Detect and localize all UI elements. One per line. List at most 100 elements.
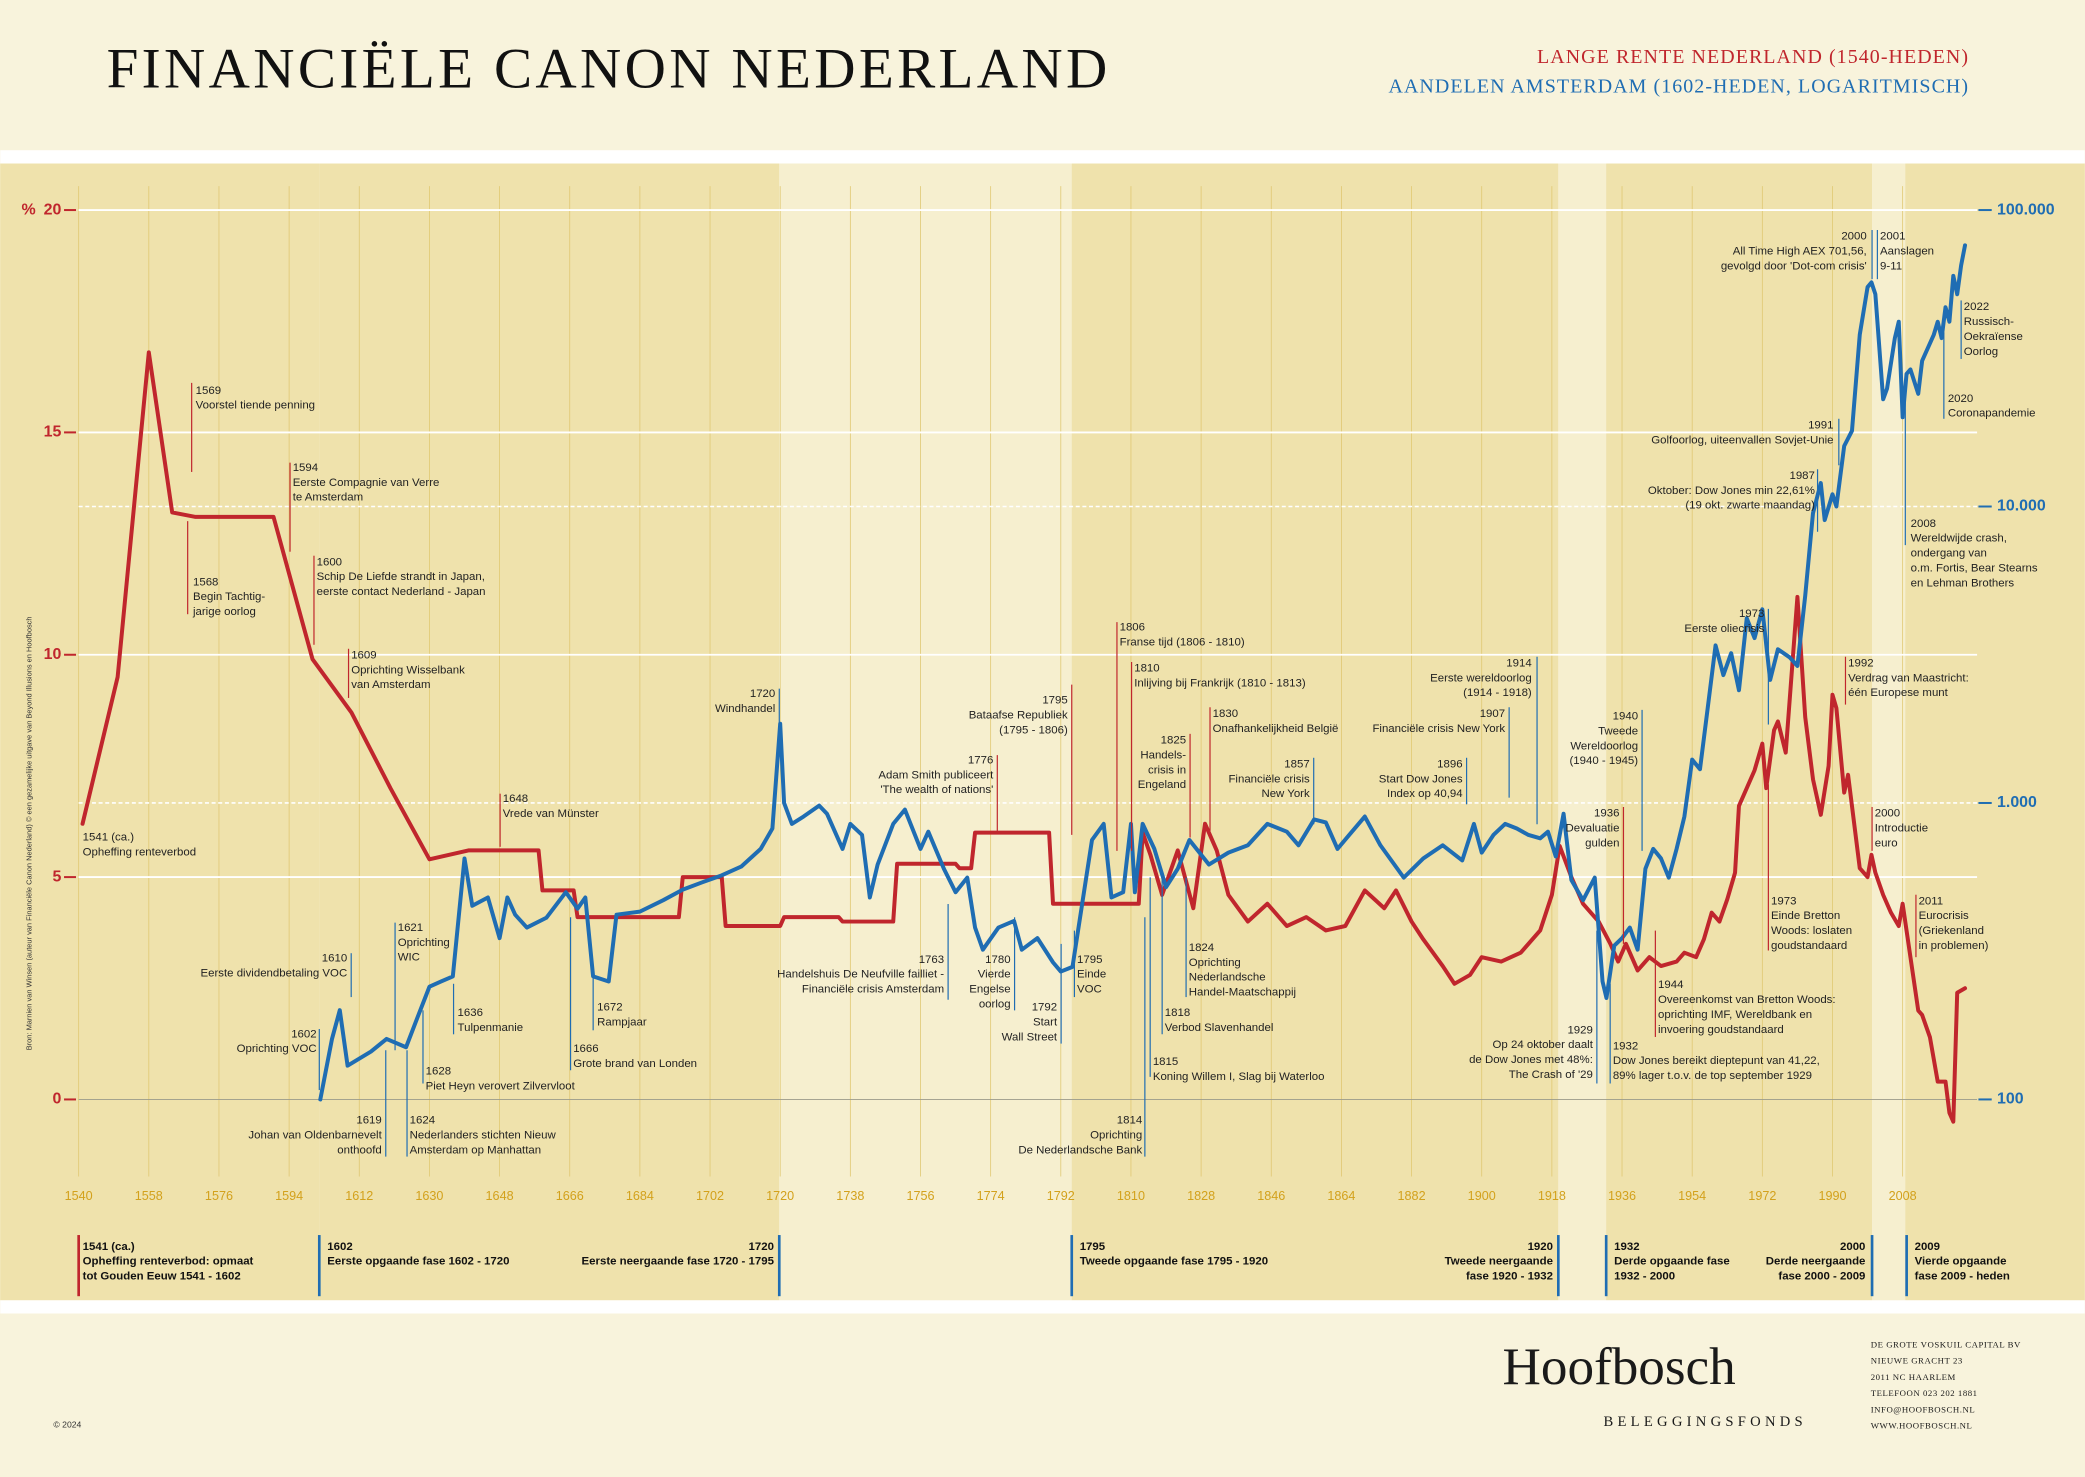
annotation-text: 1825 <box>1161 735 1186 747</box>
credit: Bron: Marnien van Winsen (auteur van Fin… <box>24 616 33 1050</box>
annotation-text: Opheffing renteverbod <box>83 846 196 858</box>
annotation-text: Franse tijd (1806 - 1810) <box>1120 636 1245 648</box>
annotation-text: 2011 <box>1919 895 1944 907</box>
annotation-text: Oprichting <box>1189 957 1241 969</box>
annotation-text: en Lehman Brothers <box>1911 577 2015 589</box>
address-line: WWW.HOOFBOSCH.NL <box>1871 1420 1973 1430</box>
annotation-text: gulden <box>1585 837 1619 849</box>
annotation-text: 1780 <box>985 954 1010 966</box>
address-line: NIEUWE GRACHT 23 <box>1871 1356 1963 1366</box>
annotation-text: 1569 <box>196 385 221 397</box>
annotation-text: 1795 <box>1077 954 1102 966</box>
phase-band <box>0 163 320 1301</box>
annotation-text: Handels- <box>1140 749 1186 761</box>
annotation-text: Start <box>1033 1017 1058 1029</box>
annotation-text: 1636 <box>458 1007 483 1019</box>
phase-label: Tweede neergaande <box>1445 1256 1553 1268</box>
x-tick-label: 1594 <box>275 1189 303 1203</box>
annotation-text: (Griekenland <box>1919 925 1984 937</box>
y2-tick-label: 10.000 <box>1997 498 2046 515</box>
y2-tick-label: 100.000 <box>1997 201 2055 218</box>
annotation-text: Verdrag van Maastricht: <box>1848 672 1969 684</box>
annotation-text: Start Dow Jones <box>1379 773 1463 785</box>
logo: Hoofbosch <box>1502 1337 1735 1396</box>
x-tick-label: 1630 <box>415 1189 443 1203</box>
x-tick-label: 1684 <box>626 1189 654 1203</box>
annotation-text: Financiële crisis New York <box>1372 723 1505 735</box>
phase-band <box>1071 163 1559 1301</box>
annotation-text: New York <box>1261 788 1310 800</box>
annotation-text: 89% lager t.o.v. de top september 1929 <box>1613 1070 1812 1082</box>
phase-label: Tweede opgaande fase 1795 - 1920 <box>1080 1256 1268 1268</box>
x-tick-label: 1702 <box>696 1189 724 1203</box>
phase-label: 1602 <box>327 1241 352 1253</box>
header-stripe <box>0 150 2085 164</box>
x-tick-label: 1720 <box>766 1189 794 1203</box>
series-line <box>318 243 1968 1102</box>
annotation-text: 1568 <box>193 576 218 588</box>
annotation-text: 1792 <box>1032 1002 1057 1014</box>
annotation-text: 1973 <box>1771 895 1796 907</box>
x-tick-label: 1954 <box>1678 1189 1706 1203</box>
annotation-text: All Time High AEX 701,56, <box>1733 246 1867 258</box>
annotation-text: Schip De Liefde strandt in Japan, <box>317 571 485 583</box>
address-line: DE GROTE VOSKUIL CAPITAL BV <box>1871 1339 2021 1349</box>
phase-label: 1932 - 2000 <box>1614 1270 1675 1282</box>
annotation-text: 1806 <box>1120 622 1145 634</box>
phase-label: 1932 <box>1614 1241 1639 1253</box>
annotation-text: één Europese munt <box>1848 687 1949 699</box>
annotation-text: Oprichting <box>1090 1130 1142 1142</box>
legend-entry: LANGE RENTE NEDERLAND (1540-HEDEN) <box>1537 46 1969 68</box>
annotation-text: (1795 - 1806) <box>999 724 1068 736</box>
annotation-text: 1932 <box>1613 1040 1638 1052</box>
annotation-text: 1973 <box>1739 608 1764 620</box>
annotation-text: 1666 <box>573 1043 598 1055</box>
annotation-text: Russisch- <box>1964 316 2014 328</box>
annotation-text: The Crash of '29 <box>1509 1069 1593 1081</box>
annotation-text: onthoofd <box>337 1145 381 1157</box>
phase-bands <box>0 163 2085 1301</box>
annotation-text: WIC <box>398 952 420 964</box>
phase-label: 1541 (ca.) <box>83 1241 135 1253</box>
annotation-text: Financiële crisis Amsterdam <box>802 984 944 996</box>
annotation-text: 1814 <box>1117 1115 1143 1127</box>
annotation-text: Eerste Compagnie van Verre <box>293 477 440 489</box>
annotation-text: 1763 <box>919 954 944 966</box>
annotation-text: Bataafse Republiek <box>969 710 1068 722</box>
phase-label: Opheffing renteverbod: opmaat <box>83 1256 254 1268</box>
annotation-text: Handel-Maatschappij <box>1189 987 1296 999</box>
annotation-text: 1940 <box>1613 711 1638 723</box>
address-line: TELEFOON 023 202 1881 <box>1871 1388 1978 1398</box>
annotation-text: Nederlanders stichten Nieuw <box>410 1130 557 1142</box>
y-tick-label: 20 <box>44 201 62 218</box>
annotation-text: eerste contact Nederland - Japan <box>317 586 486 598</box>
annotation-text: 1907 <box>1480 708 1505 720</box>
annotation-text: Eerste oliecrisis <box>1684 623 1764 635</box>
annotation-text: Engelse <box>969 984 1010 996</box>
phase-label: tot Gouden Eeuw 1541 - 1602 <box>83 1270 241 1282</box>
annotation-text: Onafhankelijkheid België <box>1213 723 1339 735</box>
annotation-text: Oekraïense <box>1964 331 2023 343</box>
phase-band <box>1606 163 1873 1301</box>
annotation-text: jarige oorlog <box>192 606 256 618</box>
annotation-text: Tweede <box>1598 725 1638 737</box>
series-line <box>80 350 1968 1124</box>
address-line: INFO@HOOFBOSCH.NL <box>1871 1404 1976 1414</box>
annotation-text: Tulpenmanie <box>458 1022 524 1034</box>
logo-subtitle: BELEGGINGSFONDS <box>1604 1414 1807 1430</box>
phase-label: Eerste opgaande fase 1602 - 1720 <box>327 1256 509 1268</box>
annotation-text: 1609 <box>351 649 376 661</box>
phase-band <box>1558 163 1607 1301</box>
phase-label: fase 1920 - 1932 <box>1466 1270 1553 1282</box>
annotation-text: 1992 <box>1848 657 1873 669</box>
x-tick-label: 1576 <box>205 1189 233 1203</box>
annotation-text: 1815 <box>1153 1056 1178 1068</box>
annotation-text: 1795 <box>1042 695 1067 707</box>
annotation-text: te Amsterdam <box>293 492 363 504</box>
phase-label: fase 2000 - 2009 <box>1778 1270 1865 1282</box>
annotation-text: Financiële crisis <box>1228 773 1310 785</box>
grid: 1540 1558 1576 1594 1612 1630 1648 1666 1684 1702… <box>44 186 2055 1203</box>
x-tick-label: 1864 <box>1327 1189 1355 1203</box>
annotation-text: Inlijving bij Frankrijk (1810 - 1813) <box>1134 678 1306 690</box>
